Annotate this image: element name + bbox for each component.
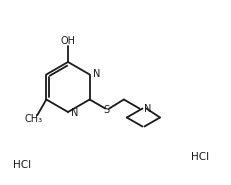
Text: N: N [93, 68, 100, 78]
Text: HCl: HCl [13, 160, 31, 170]
Text: CH₃: CH₃ [24, 114, 42, 124]
Text: OH: OH [60, 36, 75, 46]
Text: HCl: HCl [190, 152, 208, 162]
Text: S: S [103, 105, 109, 115]
Text: N: N [144, 103, 151, 114]
Text: N: N [71, 108, 79, 118]
